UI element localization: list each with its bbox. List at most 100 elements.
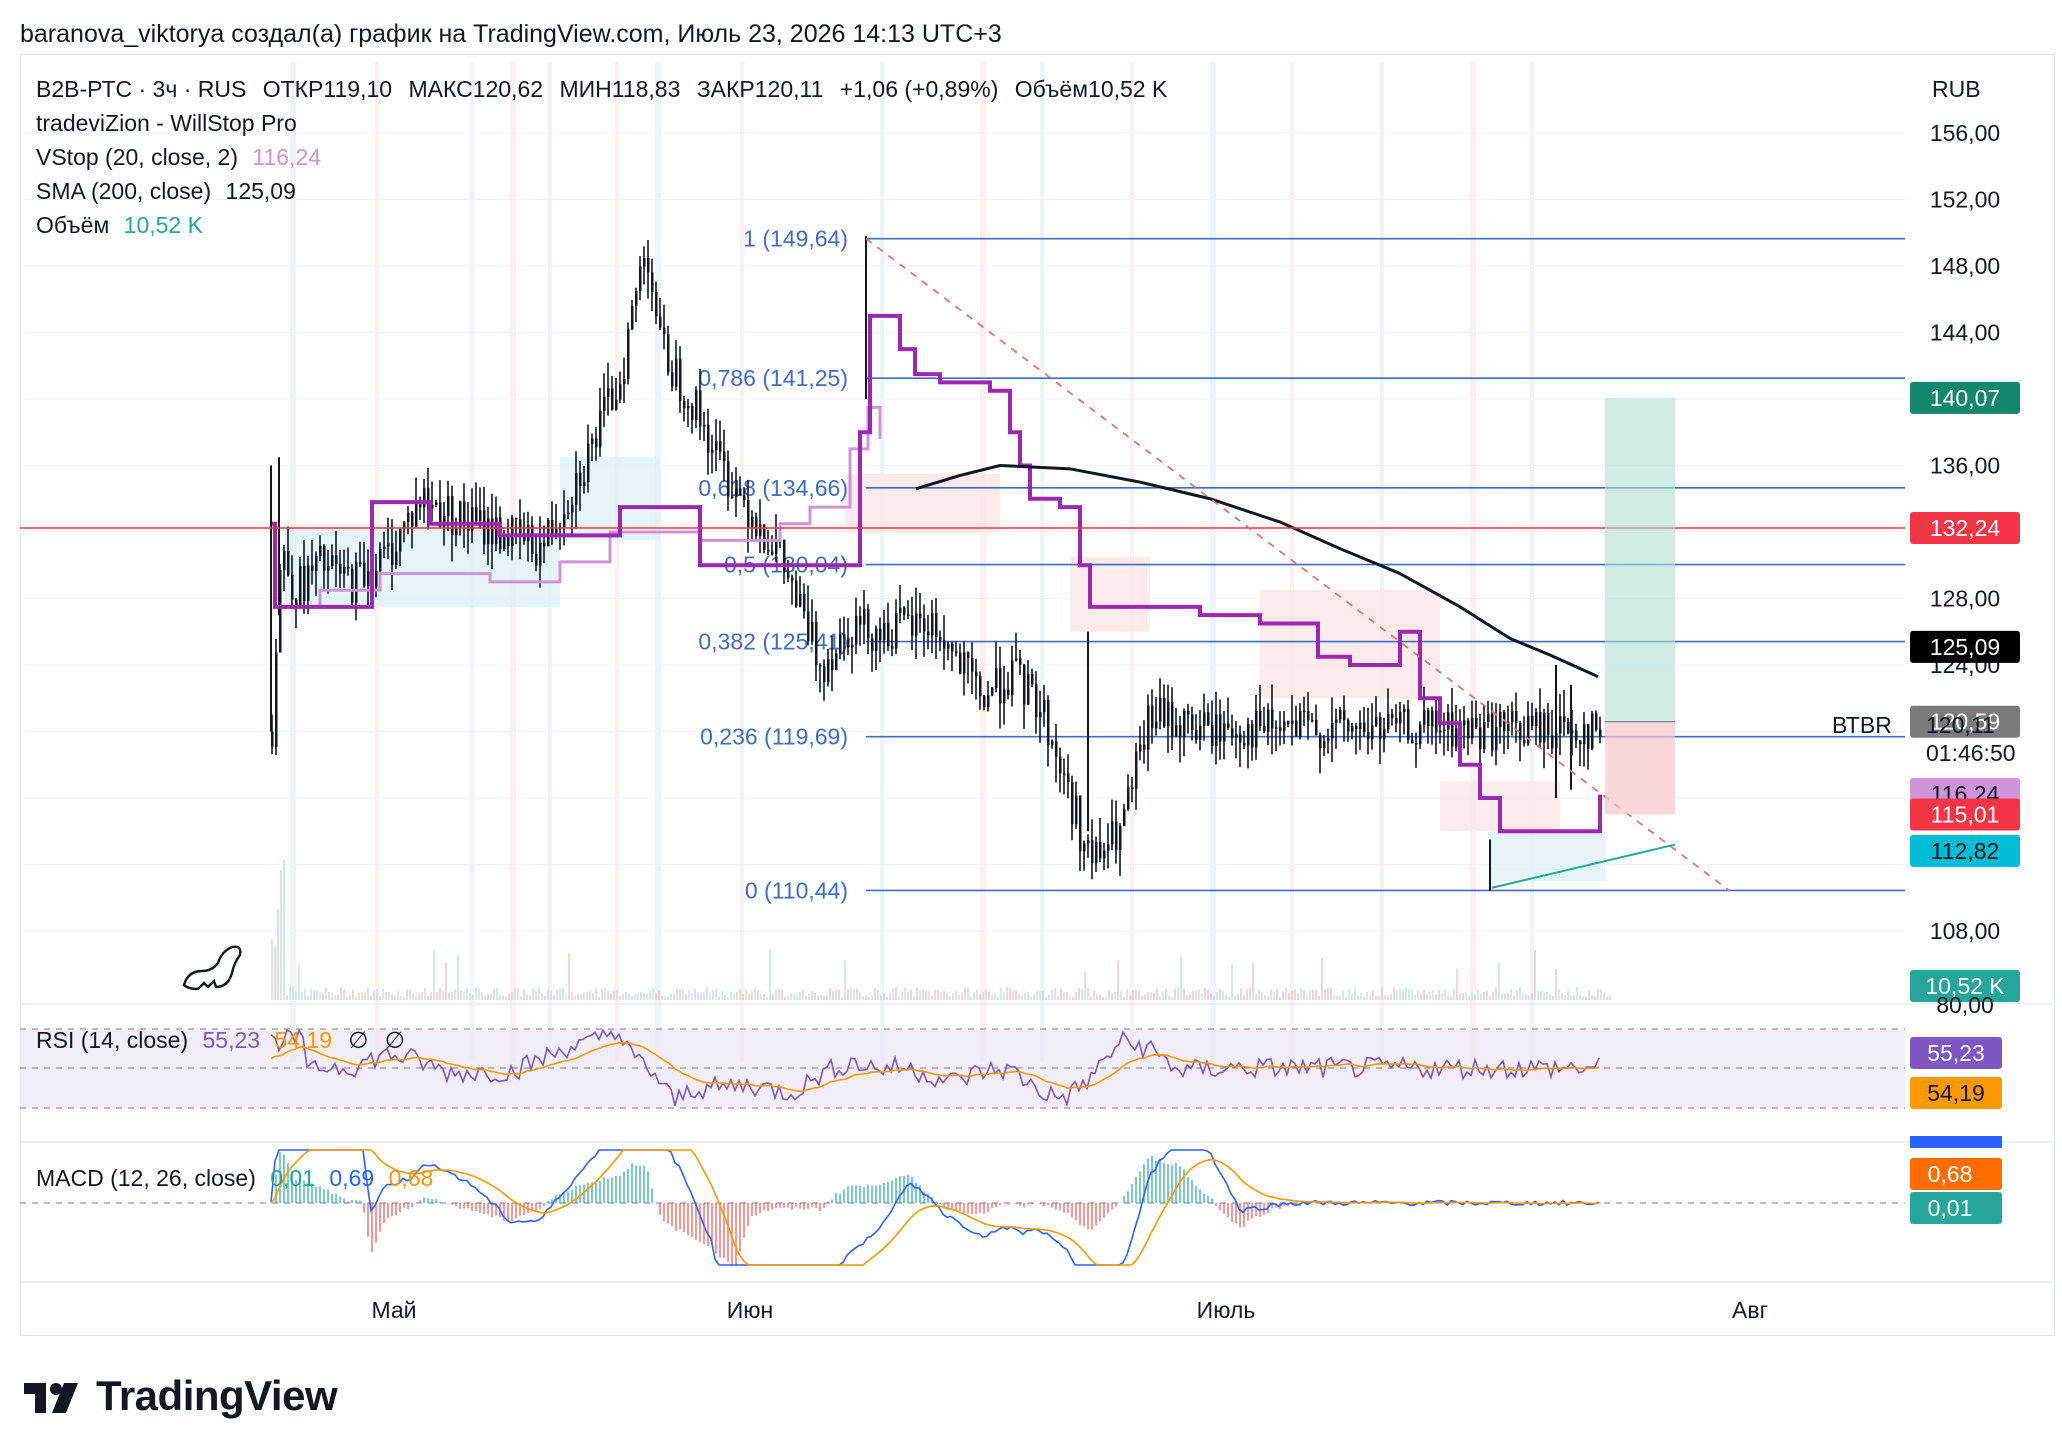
- macd-histogram-bar: [595, 1182, 597, 1203]
- candle-body: [1051, 741, 1054, 746]
- volume-bar: [1012, 990, 1014, 1000]
- volume-bar: [898, 996, 900, 1000]
- session-shade: [740, 62, 744, 1062]
- candle-body: [915, 613, 918, 636]
- willstop-zone: [285, 523, 560, 607]
- macd-legend[interactable]: MACD (12, 26, close) 0,01 0,69 0,68: [36, 1165, 433, 1192]
- macd-histogram-bar: [447, 1203, 449, 1204]
- macd-histogram-bar: [779, 1203, 781, 1208]
- indicator-vstop[interactable]: VStop (20, close, 2) 116,24: [36, 144, 321, 171]
- volume-bar: [280, 870, 282, 1000]
- macd-histogram-bar: [491, 1203, 493, 1218]
- macd-histogram-bar: [1083, 1203, 1085, 1227]
- tradingview-logo[interactable]: TradingView: [24, 1372, 338, 1423]
- macd-histogram-bar: [1071, 1203, 1073, 1218]
- candle-body: [611, 388, 614, 410]
- candle-body: [363, 562, 366, 587]
- macd-histogram-bar: [1283, 1203, 1285, 1206]
- volume-bar: [994, 994, 996, 1000]
- indicator-sma[interactable]: SMA (200, close) 125,09: [36, 178, 296, 205]
- volume-bar: [481, 992, 483, 1000]
- candle-body: [1559, 716, 1562, 734]
- candle-body: [1259, 710, 1262, 726]
- candle-body: [599, 410, 602, 448]
- volume-bar: [484, 996, 486, 1000]
- candle-body: [919, 613, 922, 619]
- candle-body: [435, 502, 438, 505]
- macd-histogram-bar: [771, 1203, 773, 1210]
- macd-histogram-bar: [1027, 1203, 1029, 1205]
- volume-bar: [304, 989, 306, 1000]
- volume-bar: [307, 996, 309, 1000]
- volume-bar: [1144, 994, 1146, 1000]
- candle-body: [1367, 731, 1370, 739]
- candle-body: [687, 406, 690, 409]
- volume-bar: [1306, 996, 1308, 1000]
- volume-bar: [769, 949, 771, 1000]
- volume-bar: [730, 991, 732, 1000]
- macd-histogram-bar: [295, 1179, 297, 1203]
- candle-body: [639, 266, 642, 291]
- candle-body: [1399, 711, 1402, 724]
- price-tick-label: 136,00: [1930, 453, 2000, 479]
- candle-body: [799, 593, 802, 607]
- candle-body: [343, 566, 346, 574]
- macd-histogram-bar: [643, 1165, 645, 1203]
- candle-body: [1223, 723, 1226, 742]
- candle-body: [1311, 719, 1314, 722]
- currency-label[interactable]: RUB: [1932, 76, 1981, 102]
- macd-histogram-bar: [1191, 1180, 1193, 1203]
- candle-body: [1039, 712, 1042, 718]
- volume-bar: [649, 990, 651, 1000]
- candle-body: [983, 696, 986, 707]
- volume-bar: [301, 991, 303, 1000]
- macd-histogram-bar: [967, 1203, 969, 1214]
- volume-bar: [754, 988, 756, 1000]
- volume-bar: [1582, 996, 1584, 1000]
- last-price-value: 120,11: [1926, 712, 1995, 738]
- candle-body: [1299, 710, 1302, 737]
- macd-histogram-bar: [1343, 1203, 1345, 1205]
- candle-body: [1403, 708, 1406, 712]
- volume-bar: [352, 989, 354, 1000]
- volume-bar: [1339, 995, 1341, 1000]
- volume-bar: [295, 991, 297, 1000]
- volume-bar: [802, 990, 804, 1000]
- macd-histogram-bar: [379, 1203, 381, 1232]
- macd-histogram-bar: [567, 1191, 569, 1203]
- indicator-willstop[interactable]: tradeviZion - WillStop Pro: [36, 110, 297, 137]
- rsi-legend[interactable]: RSI (14, close) 55,23 54,19 ∅ ∅: [36, 1027, 405, 1054]
- symbol-name[interactable]: B2B-РТС · 3ч · RUS: [36, 76, 247, 102]
- candle-body: [923, 618, 926, 632]
- candle-body: [759, 524, 762, 537]
- macd-histogram-bar: [1031, 1203, 1033, 1205]
- volume-bar: [940, 991, 942, 1000]
- candle-body: [1231, 728, 1234, 738]
- candle-body: [1011, 660, 1014, 695]
- candle-body: [827, 659, 830, 683]
- macd-histogram-bar: [763, 1203, 765, 1211]
- macd-histogram-bar: [1179, 1166, 1181, 1203]
- candle-body: [703, 424, 706, 427]
- candle-body: [1335, 719, 1338, 723]
- volume-bar: [616, 989, 618, 1000]
- candle-body: [1507, 722, 1510, 731]
- volume-bar: [1465, 991, 1467, 1000]
- volume-bar: [1348, 989, 1350, 1000]
- macd-histogram-bar: [1123, 1195, 1125, 1203]
- volume-bar: [1492, 992, 1494, 1000]
- candle-body: [319, 545, 322, 556]
- candle-body: [1199, 725, 1202, 740]
- volume-bar: [1171, 996, 1173, 1000]
- price-tag-label: 115,01: [1931, 801, 2000, 827]
- volume-bar: [1216, 992, 1218, 1000]
- macd-histogram-bar: [639, 1166, 641, 1203]
- rsi-line: [270, 1028, 1600, 1108]
- macd-histogram-bar: [815, 1203, 817, 1209]
- candle-body: [743, 495, 746, 501]
- volume-bar: [1087, 987, 1089, 1000]
- indicator-volume[interactable]: Объём 10,52 K: [36, 212, 203, 239]
- macd-histogram-bar: [383, 1203, 385, 1224]
- macd-histogram-bar: [635, 1165, 637, 1203]
